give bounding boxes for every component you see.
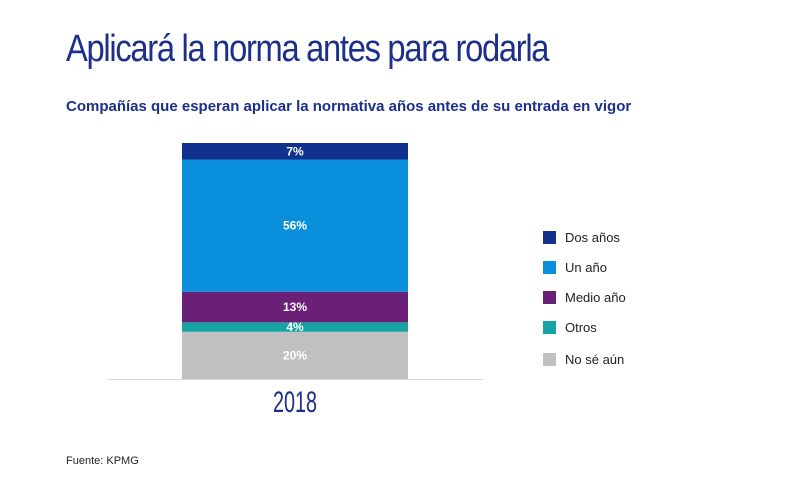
bar-segment (182, 331, 408, 379)
legend-item: Un año (543, 259, 626, 275)
data-label: 20% (283, 348, 307, 362)
legend: Dos años Un año Medio año Otros No sé aún (543, 230, 626, 382)
bar-segment (182, 291, 408, 323)
legend-swatch (543, 352, 556, 366)
x-tick-label: 2018 (273, 386, 317, 419)
bar-segment (182, 159, 408, 292)
legend-label: Dos años (565, 229, 620, 245)
chart-subtitle: Compañías que esperan aplicar la normati… (66, 98, 632, 115)
legend-item: No sé aún (543, 351, 626, 367)
data-labels: 20% 4% 13% 56% 7% (283, 144, 307, 362)
bar-segments (182, 143, 408, 379)
legend-item: Otros (543, 319, 626, 335)
source-note: Fuente: KPMG (66, 455, 139, 467)
chart-title: Aplicará la norma antes para rodarla (66, 28, 549, 70)
data-label: 56% (283, 219, 307, 233)
legend-swatch (543, 320, 556, 334)
data-label: 7% (286, 144, 304, 158)
legend-label: Otros (565, 319, 597, 335)
x-tick-labels: 2018 (273, 386, 317, 419)
legend-swatch (543, 230, 556, 244)
legend-item: Medio año (543, 289, 626, 305)
bar-segment (182, 322, 408, 332)
data-label: 4% (286, 320, 304, 334)
legend-label: Un año (565, 259, 607, 275)
legend-swatch (543, 290, 556, 304)
data-label: 13% (283, 300, 307, 314)
legend-label: Medio año (565, 289, 626, 305)
bar-segment (182, 143, 408, 160)
legend-label: No sé aún (565, 351, 625, 367)
legend-swatch (543, 260, 556, 274)
legend-item: Dos años (543, 229, 626, 245)
